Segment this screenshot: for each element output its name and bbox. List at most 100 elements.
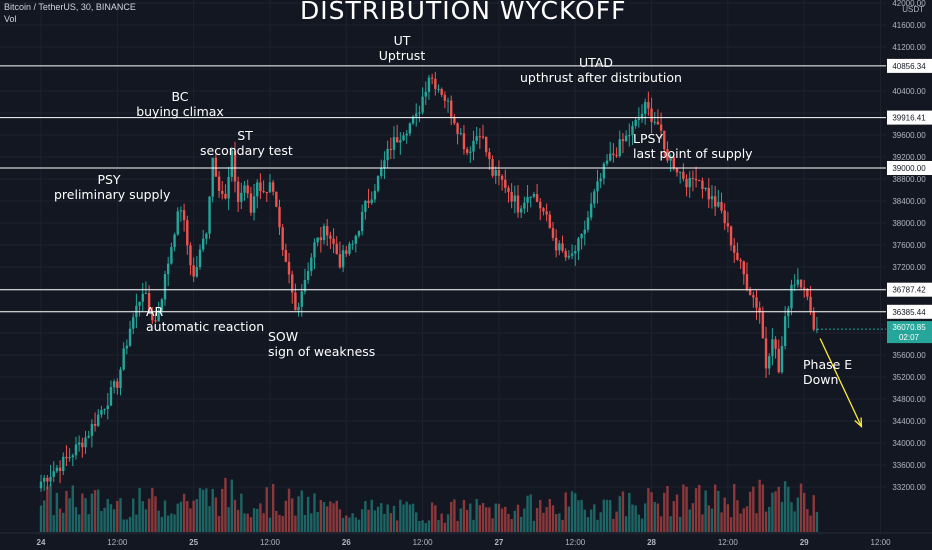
volume-bar — [294, 515, 297, 532]
volume-bar — [704, 490, 707, 532]
candle-body — [459, 133, 462, 135]
volume-bar — [138, 487, 141, 532]
volume-bar — [421, 520, 424, 532]
volume-bar — [500, 508, 504, 532]
x-tick-label: 12:00 — [260, 538, 281, 547]
candle-body — [97, 414, 100, 426]
candle-body — [647, 102, 650, 109]
candle-body — [198, 249, 202, 268]
volume-bar — [49, 484, 52, 532]
annotation-sow-code: SOW — [268, 329, 299, 344]
volume-bar — [539, 499, 542, 532]
volume-bar — [567, 506, 571, 532]
candle-body — [678, 171, 682, 173]
x-tick-label: 28 — [647, 538, 656, 547]
volume-bar — [717, 490, 720, 532]
candle-body — [176, 211, 179, 235]
candle-body — [790, 284, 793, 309]
candle-body — [173, 234, 176, 248]
volume-bar — [198, 488, 202, 532]
volume-bar — [739, 513, 742, 532]
x-axis-band — [0, 533, 932, 550]
candle-body — [306, 271, 310, 281]
candle-body — [755, 297, 758, 308]
volume-bar — [793, 511, 796, 532]
candle-body — [224, 194, 227, 199]
x-tick-label: 12:00 — [107, 538, 128, 547]
volume-bar — [564, 492, 567, 532]
volume-bar — [173, 514, 176, 532]
volume-bar — [602, 499, 606, 532]
candle-body — [752, 295, 755, 298]
candle-body — [360, 211, 364, 232]
candle-body — [192, 265, 195, 277]
volume-bar — [491, 518, 494, 532]
volume-bar — [507, 513, 510, 532]
volume-bar — [179, 501, 183, 532]
volume-bar — [609, 500, 612, 532]
volume-bar — [249, 517, 253, 532]
volume-bar — [593, 504, 596, 532]
volume-bar — [418, 521, 421, 532]
current-price-tag — [887, 321, 932, 344]
volume-bar — [637, 514, 641, 532]
volume-bar — [316, 512, 319, 532]
volume-bar — [227, 507, 230, 532]
volume-bar — [322, 502, 326, 532]
volume-bar — [278, 514, 281, 532]
candle-body — [373, 190, 377, 200]
candle-body — [77, 442, 81, 445]
candle-body — [761, 312, 765, 339]
candle-body — [500, 175, 504, 180]
candle-body — [545, 211, 548, 215]
volume-bar — [542, 512, 545, 532]
candle-body — [186, 220, 189, 246]
volume-bar — [430, 502, 434, 532]
volume-bar — [440, 513, 443, 532]
candle-body — [815, 329, 819, 331]
candle-body — [812, 311, 815, 330]
volume-bar — [462, 499, 466, 532]
candle-body — [112, 381, 116, 388]
candle-body — [402, 135, 405, 141]
volume-bar — [271, 483, 275, 532]
volume-bar — [160, 516, 164, 532]
volume-bar — [472, 519, 475, 532]
candle-body — [319, 237, 323, 241]
volume-bar — [265, 487, 268, 532]
candle-body — [103, 409, 106, 411]
candle-body — [488, 152, 491, 160]
volume-bar — [243, 513, 246, 532]
candle-body — [644, 102, 647, 114]
y-tick-label: 34000.00 — [892, 439, 926, 448]
candle-body — [39, 481, 43, 489]
annotation-phase-e-code: Phase E — [803, 357, 853, 372]
candle-body — [450, 100, 453, 117]
volume-bar — [599, 512, 602, 532]
annotation-utad-desc: upthrust after distribution — [520, 70, 682, 85]
volume-bar — [459, 508, 462, 532]
y-tick-label: 33200.00 — [892, 483, 926, 492]
candle-body — [602, 163, 606, 179]
candle-body — [771, 339, 774, 357]
volume-bar — [437, 520, 440, 532]
candle-body — [399, 140, 402, 143]
candle-body — [421, 96, 424, 113]
candle-body — [259, 182, 262, 192]
y-tick-label: 33600.00 — [892, 461, 926, 470]
volume-bar — [453, 499, 456, 532]
candle-body — [726, 223, 730, 227]
candle-body — [570, 253, 574, 256]
candle-body — [672, 157, 676, 169]
candle-body — [138, 301, 141, 306]
candle-body — [472, 140, 475, 152]
volume-bar — [354, 517, 358, 532]
x-tick-label: 12:00 — [718, 538, 739, 547]
candle-body — [462, 133, 466, 150]
candle-body — [478, 136, 482, 138]
candle-body — [46, 477, 49, 482]
volume-bar — [141, 501, 144, 532]
candle-body — [271, 182, 275, 192]
candle-body — [698, 180, 701, 182]
